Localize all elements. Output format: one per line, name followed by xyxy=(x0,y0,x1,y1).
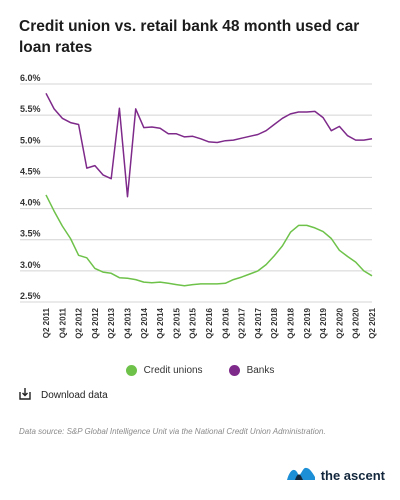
download-icon xyxy=(19,387,31,403)
x-tick-label: Q4 2014 xyxy=(156,307,165,338)
download-data-button[interactable]: Download data xyxy=(19,387,108,403)
x-tick-label: Q4 2016 xyxy=(221,307,230,338)
brand-name: the ascent xyxy=(320,468,385,483)
credit-unions-swatch-icon xyxy=(125,365,137,376)
y-tick-label: 4.0% xyxy=(20,198,41,208)
x-tick-label: Q2 2017 xyxy=(238,307,247,338)
x-tick-label: Q2 2016 xyxy=(205,307,214,338)
x-tick-label: Q4 2019 xyxy=(319,307,328,338)
x-tick-label: Q4 2013 xyxy=(124,307,133,338)
brand-logo: the ascent xyxy=(286,465,385,486)
line-chart: 6.0% 5.5% 5.0% 4.5% 4.0% 3.5% 3.0% 2.5%Q2 2011 Q… xyxy=(20,73,377,339)
x-tick-label: Q4 2015 xyxy=(189,307,198,338)
x-tick-label: Q2 2015 xyxy=(172,307,181,338)
series-line-banks xyxy=(45,92,373,198)
x-tick-label: Q4 2018 xyxy=(287,307,296,338)
legend-label-banks: Banks xyxy=(246,365,275,376)
x-tick-label: Q2 2013 xyxy=(107,307,116,338)
series-line-credit-unions xyxy=(45,194,373,287)
y-tick-label: 6.0% xyxy=(20,73,41,83)
legend-label-credit-unions: Credit unions xyxy=(143,365,203,376)
y-tick-label: 3.5% xyxy=(20,229,41,239)
y-tick-label: 2.5% xyxy=(20,291,41,301)
chart-legend: Credit unions Banks xyxy=(0,365,400,376)
x-tick-label: Q2 2011 xyxy=(42,307,51,338)
x-tick-label: Q2 2012 xyxy=(75,307,84,338)
download-data-label: Download data xyxy=(41,389,108,401)
x-tick-label: Q2 2019 xyxy=(303,307,312,338)
legend-item-banks[interactable]: Banks xyxy=(228,365,275,376)
x-tick-label: Q2 2018 xyxy=(270,307,279,338)
y-tick-label: 3.0% xyxy=(20,260,41,270)
legend-item-credit-unions[interactable]: Credit unions xyxy=(125,365,203,376)
x-tick-label: Q4 2012 xyxy=(91,307,100,338)
chart-title: Credit union vs. retail bank 48 month us… xyxy=(19,18,360,56)
x-tick-label: Q2 2021 xyxy=(368,307,377,338)
x-tick-label: Q4 2011 xyxy=(58,307,67,338)
banks-swatch-icon xyxy=(228,365,240,376)
x-tick-label: Q2 2020 xyxy=(335,307,344,338)
x-tick-label: Q4 2017 xyxy=(254,307,263,338)
y-tick-label: 4.5% xyxy=(20,166,41,176)
y-tick-label: 5.0% xyxy=(20,135,41,145)
y-tick-label: 5.5% xyxy=(20,104,41,114)
x-tick-label: Q2 2014 xyxy=(140,307,149,338)
data-source-note: Data source: S&P Global Intelligence Uni… xyxy=(19,427,326,436)
x-tick-label: Q4 2020 xyxy=(352,307,361,338)
wave-logo-icon xyxy=(286,465,316,486)
